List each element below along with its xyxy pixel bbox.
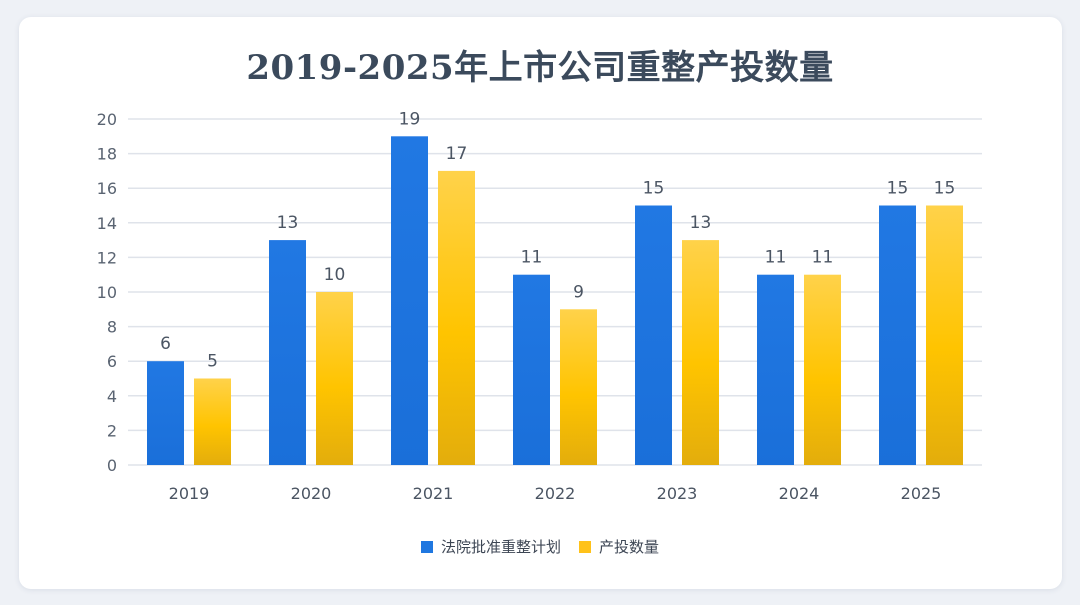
data-label: 15 <box>934 179 956 199</box>
bar-2021-investors <box>438 170 475 465</box>
bar-2019-investors <box>194 378 231 465</box>
bar-2025-approved <box>879 205 916 465</box>
bar-2019-approved <box>147 361 184 465</box>
legend-item-court-approved: 法院批准重整计划 <box>420 536 561 557</box>
y-tick-label: 4 <box>107 387 117 406</box>
legend-swatch-yellow <box>579 540 591 553</box>
y-tick-label: 2 <box>107 421 117 440</box>
x-tick-label: 2020 <box>291 484 332 503</box>
bar-2022-investors <box>560 309 597 465</box>
y-tick-label: 10 <box>97 283 117 302</box>
y-tick-label: 20 <box>97 110 117 129</box>
data-label: 13 <box>277 213 299 233</box>
y-tick-label: 0 <box>107 456 117 475</box>
y-tick-label: 16 <box>97 179 117 198</box>
data-label: 10 <box>324 265 346 285</box>
x-tick-label: 2023 <box>657 484 698 503</box>
legend-label: 产投数量 <box>599 538 660 556</box>
legend-swatch-blue <box>420 540 433 553</box>
data-label: 15 <box>887 179 909 199</box>
data-label: 5 <box>207 352 218 372</box>
bar-2022-approved <box>513 274 550 465</box>
data-label: 17 <box>446 144 468 164</box>
y-tick-label: 12 <box>97 248 117 267</box>
bar-2024-investors <box>804 274 841 465</box>
x-tick-label: 2022 <box>535 484 576 503</box>
legend-label: 法院批准重整计划 <box>440 538 561 556</box>
bar-2020-approved <box>269 240 306 465</box>
bars <box>147 136 963 466</box>
bar-2020-investors <box>316 292 353 465</box>
bar-2023-investors <box>682 240 719 465</box>
data-label: 11 <box>521 248 543 268</box>
x-axis-ticks: 2019 2020 2021 2022 2023 2024 2025 <box>169 484 942 503</box>
data-labels: 6 5 13 10 19 17 11 9 15 13 11 11 15 15 <box>160 109 955 371</box>
x-tick-label: 2019 <box>169 484 210 503</box>
y-tick-label: 18 <box>97 145 117 164</box>
legend: 法院批准重整计划 产投数量 <box>0 536 1080 557</box>
x-tick-label: 2021 <box>413 484 454 503</box>
y-axis-ticks: 0 2 4 6 8 10 12 14 16 18 20 <box>97 110 117 475</box>
bar-2021-approved <box>391 136 428 466</box>
x-tick-label: 2024 <box>779 484 820 503</box>
data-label: 6 <box>160 334 171 354</box>
legend-item-investor-count: 产投数量 <box>579 536 659 557</box>
y-tick-label: 6 <box>107 352 117 371</box>
x-tick-label: 2025 <box>901 484 942 503</box>
bar-2025-investors <box>926 205 963 465</box>
data-label: 9 <box>573 282 584 302</box>
data-label: 11 <box>765 248 787 268</box>
bar-2023-approved <box>635 205 672 465</box>
bar-2024-approved <box>757 274 794 465</box>
data-label: 15 <box>643 179 665 199</box>
data-label: 13 <box>690 213 712 233</box>
chart-title: 2019-2025年上市公司重整产投数量 <box>246 48 834 88</box>
y-tick-label: 14 <box>97 214 117 233</box>
data-label: 19 <box>399 109 421 129</box>
y-tick-label: 8 <box>107 318 117 337</box>
grid-lines <box>128 118 982 466</box>
data-label: 11 <box>812 248 834 268</box>
